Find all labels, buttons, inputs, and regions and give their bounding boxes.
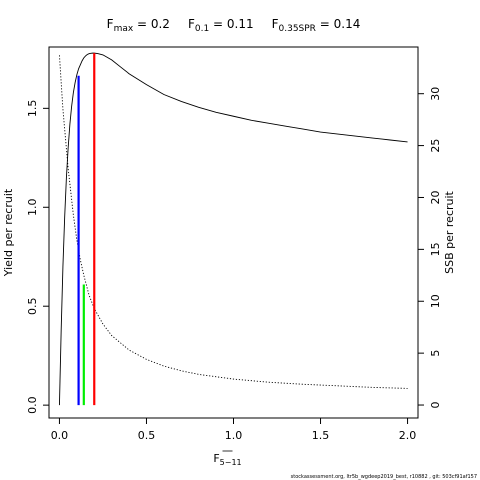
y-axis-left-label: Yield per recruit xyxy=(2,188,15,277)
y-right-tick-label: 10 xyxy=(429,294,442,308)
ssb-per-recruit-line xyxy=(58,55,408,389)
x-tick-label: 1.0 xyxy=(225,429,243,442)
title-fmax-label: F xyxy=(107,17,114,31)
chart-title: Fmax = 0.2 F0.1 = 0.11 F0.35SPR = 0.14 xyxy=(107,17,361,34)
x-tick-label: 2.0 xyxy=(399,429,417,442)
chart-axes: 0.0 0.5 1.0 1.5 2.0 0.0 0.5 1.0 1.5 0 5 10 15 20 25 30 xyxy=(26,87,442,442)
title-fmax-value: = 0.2 xyxy=(133,17,170,31)
title-fmax-sub: max xyxy=(114,24,134,34)
chart-marks xyxy=(58,52,408,406)
footer-note: stockassessment.org, ltr5b_wgdeep2019_be… xyxy=(291,474,477,480)
title-fspr-sub: 0.35SPR xyxy=(279,24,316,34)
y-right-tick-label: 30 xyxy=(429,87,442,101)
y-left-tick-label: 1.5 xyxy=(26,100,39,118)
y-left-tick-label: 1.0 xyxy=(26,199,39,217)
x-tick-label: 0.5 xyxy=(138,429,156,442)
y-right-tick-label: 0 xyxy=(429,402,442,409)
y-right-tick-label: 15 xyxy=(429,242,442,256)
title-f01-sub: 0.1 xyxy=(195,24,209,34)
y-right-tick-label: 5 xyxy=(429,350,442,357)
title-f01-value: = 0.11 xyxy=(209,17,253,31)
y-right-tick-label: 25 xyxy=(429,139,442,153)
x-tick-label: 0.0 xyxy=(51,429,69,442)
x-axis-label-main: F xyxy=(213,452,219,465)
y-right-tick-label: 20 xyxy=(429,190,442,204)
title-fspr-label: F xyxy=(272,17,279,31)
y-left-tick-label: 0.0 xyxy=(26,396,39,414)
x-axis-label: F5−11 xyxy=(213,452,241,467)
title-f01-label: F xyxy=(188,17,195,31)
x-axis-label-sub: 5−11 xyxy=(220,458,242,467)
yield-per-recruit-line xyxy=(58,52,408,406)
plot-frame xyxy=(48,46,419,419)
y-left-tick-label: 0.5 xyxy=(26,297,39,315)
title-fspr-value: = 0.14 xyxy=(316,17,360,31)
y-axis-right-label: SSB per recruit xyxy=(443,190,456,273)
x-tick-label: 1.5 xyxy=(312,429,330,442)
